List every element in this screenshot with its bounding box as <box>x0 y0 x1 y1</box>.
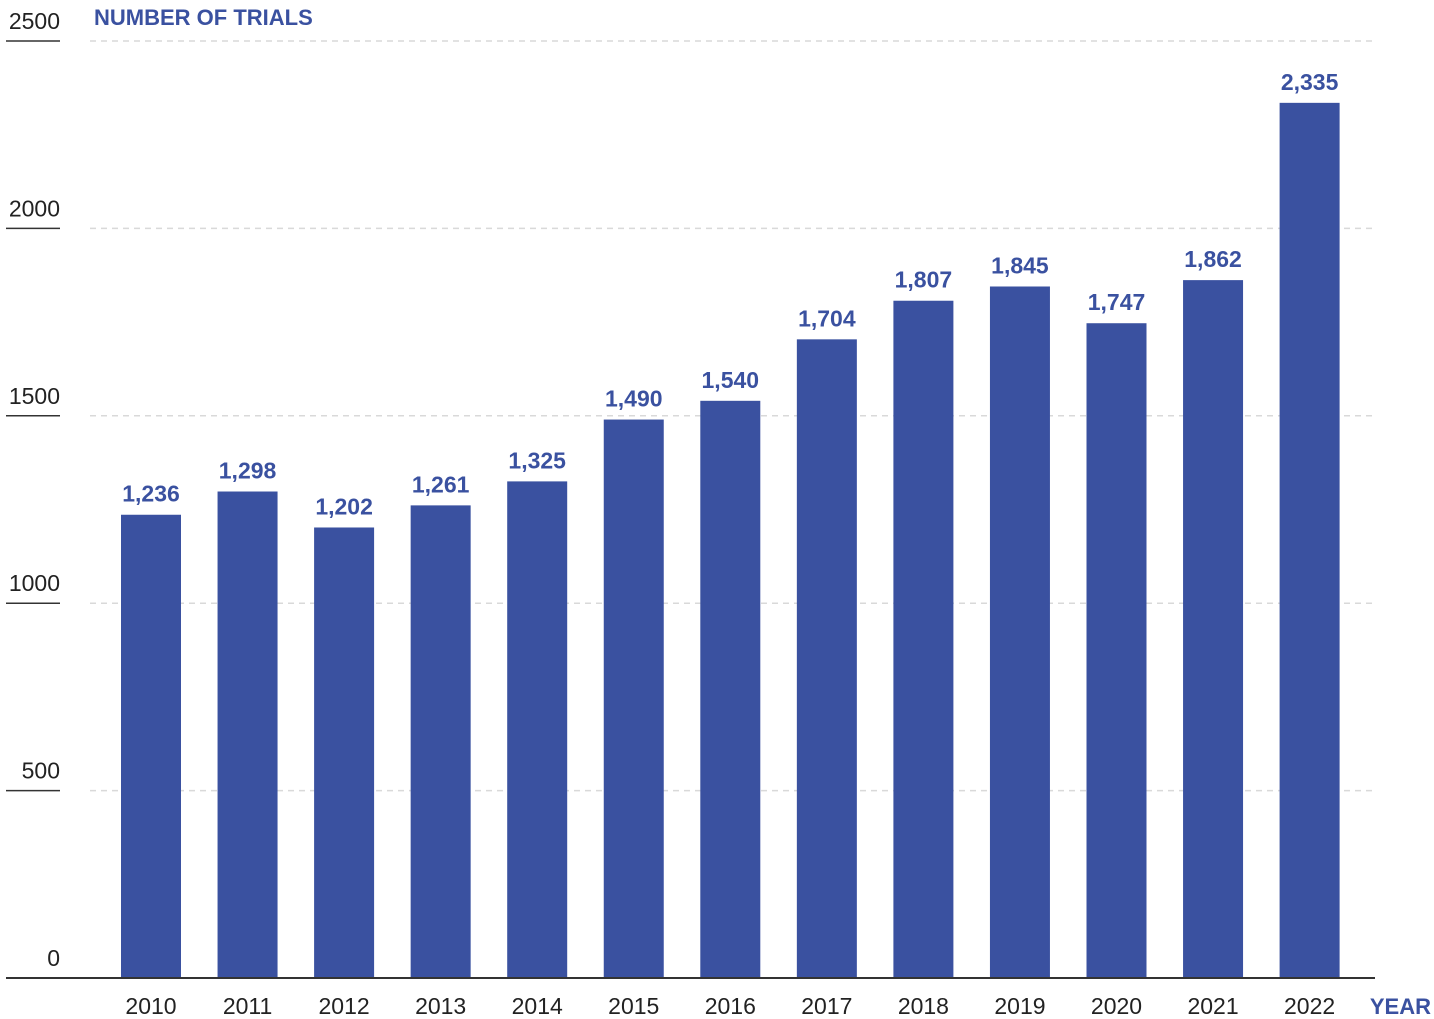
x-tick-label-2015: 2015 <box>608 993 659 1019</box>
value-label-2010: 1,236 <box>122 481 180 507</box>
x-tick-label-2010: 2010 <box>125 993 176 1019</box>
x-axis-title: YEAR <box>1370 994 1431 1019</box>
bar-2015 <box>603 419 664 979</box>
y-tick-label: 2000 <box>9 195 60 221</box>
value-label-2011: 1,298 <box>219 458 277 484</box>
x-tick-label-2012: 2012 <box>319 993 370 1019</box>
bar-2014 <box>507 481 568 978</box>
bars <box>121 102 1340 979</box>
value-label-2016: 1,540 <box>702 367 760 393</box>
x-tick-label-2020: 2020 <box>1091 993 1142 1019</box>
value-label-2022: 2,335 <box>1281 69 1339 95</box>
value-label-2020: 1,747 <box>1088 289 1146 315</box>
value-label-2012: 1,202 <box>315 493 373 519</box>
x-tick-label-2011: 2011 <box>223 993 272 1019</box>
value-label-2015: 1,490 <box>605 386 663 412</box>
y-axis-title: NUMBER OF TRIALS <box>94 5 313 30</box>
bar-2016 <box>700 400 761 979</box>
x-axis: 2010 2011 2012 2013 2014 2015 2016 2017 2018 2019… <box>125 993 1335 1019</box>
y-tick-label: 500 <box>22 758 60 784</box>
value-label-2018: 1,807 <box>895 267 953 293</box>
value-label-2013: 1,261 <box>412 471 470 497</box>
value-label-2019: 1,845 <box>991 252 1049 278</box>
value-label-2014: 1,325 <box>508 447 566 473</box>
bar-2021 <box>1183 280 1244 978</box>
value-label-2021: 1,862 <box>1184 246 1242 272</box>
x-tick-label-2016: 2016 <box>705 993 756 1019</box>
y-tick-label: 1500 <box>9 383 60 409</box>
bar-2017 <box>796 339 857 978</box>
x-tick-label-2022: 2022 <box>1284 993 1335 1019</box>
bar-2013 <box>410 505 471 978</box>
value-labels: 1,236 1,298 1,202 1,261 1,325 1,490 1,540 1,704… <box>122 69 1338 520</box>
bar-2018 <box>893 300 954 978</box>
bar-2019 <box>989 286 1050 978</box>
bar-2011 <box>217 491 278 978</box>
bar-2010 <box>121 514 181 978</box>
y-tick-label: 0 <box>47 945 60 971</box>
x-tick-label-2018: 2018 <box>898 993 949 1019</box>
x-tick-label-2013: 2013 <box>415 993 466 1019</box>
y-axis: 0 500 1000 1500 2000 2500 <box>6 8 60 971</box>
bar-2012 <box>314 527 375 978</box>
y-tick-label: 1000 <box>9 570 60 596</box>
value-label-2017: 1,704 <box>798 305 856 331</box>
x-tick-label-2019: 2019 <box>994 993 1045 1019</box>
bar-2020 <box>1086 323 1147 979</box>
x-tick-label-2017: 2017 <box>801 993 852 1019</box>
bar-2022 <box>1279 102 1340 979</box>
x-tick-label-2021: 2021 <box>1187 993 1238 1019</box>
y-tick-label: 2500 <box>9 8 60 34</box>
x-tick-label-2014: 2014 <box>512 993 563 1019</box>
